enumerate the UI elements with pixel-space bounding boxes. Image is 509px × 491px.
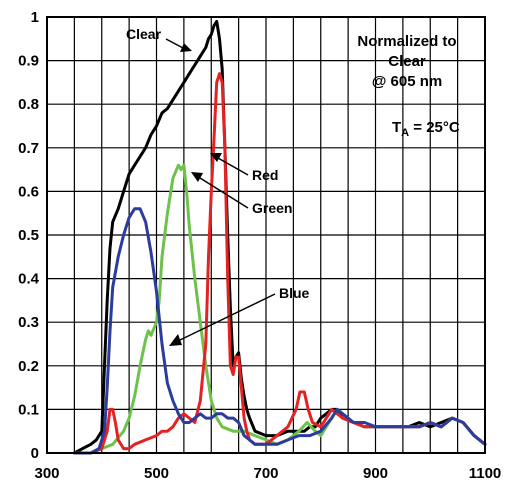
grid	[47, 17, 485, 453]
y-tick-label: 0.2	[18, 358, 39, 375]
series-line-red	[72, 72, 487, 455]
y-tick-label: 0.9	[18, 53, 39, 70]
arrow-line-clear	[165, 38, 184, 49]
note-line-3: @ 605 nm	[372, 73, 443, 90]
y-tick-label: 0.7	[18, 140, 39, 157]
x-tick-label: 500	[144, 465, 169, 482]
y-tick-label: 0.5	[18, 227, 39, 244]
y-tick-label: 0.3	[18, 314, 39, 331]
series-lines	[72, 19, 487, 455]
arrow-head-green	[191, 172, 203, 182]
label-blue: Blue	[279, 285, 310, 301]
x-tick-label: 1100	[469, 465, 502, 482]
x-tick-label: 900	[363, 465, 388, 482]
y-tick-label: 0.6	[18, 183, 39, 200]
temperature-subscript: A	[401, 127, 409, 139]
arrow-head-blue	[169, 334, 182, 346]
annotations: Clear Red Green Blue Normalized to Clear…	[126, 26, 460, 346]
temperature-note: TA = 25°C	[392, 119, 460, 139]
tick-labels: 300 500 700 900 1100 0 0.1 0.2 0.3 0.4 0.5 0.6 0.7 0.…	[18, 9, 501, 482]
x-tick-label: 700	[253, 465, 278, 482]
y-tick-label: 1	[31, 9, 39, 26]
y-tick-label: 0	[31, 445, 39, 462]
label-green: Green	[252, 200, 292, 216]
label-clear: Clear	[126, 26, 162, 42]
arrow-line-green	[199, 177, 249, 209]
temperature-symbol: T	[392, 119, 401, 136]
y-tick-label: 0.1	[18, 401, 39, 418]
y-tick-label: 0.4	[18, 271, 40, 288]
arrow-head-clear	[180, 43, 192, 52]
arrow-line-red	[217, 157, 249, 176]
y-tick-label: 0.8	[18, 96, 39, 113]
arrow-line-blue	[179, 293, 276, 341]
plot-frame	[46, 16, 486, 454]
note-line-2: Clear	[388, 53, 426, 70]
x-tick-label: 300	[34, 465, 59, 482]
label-red: Red	[252, 167, 278, 183]
temperature-value: = 25°C	[409, 119, 460, 136]
arrow-head-red	[210, 153, 222, 162]
series-line-blue	[72, 207, 487, 455]
note-line-1: Normalized to	[357, 33, 456, 50]
